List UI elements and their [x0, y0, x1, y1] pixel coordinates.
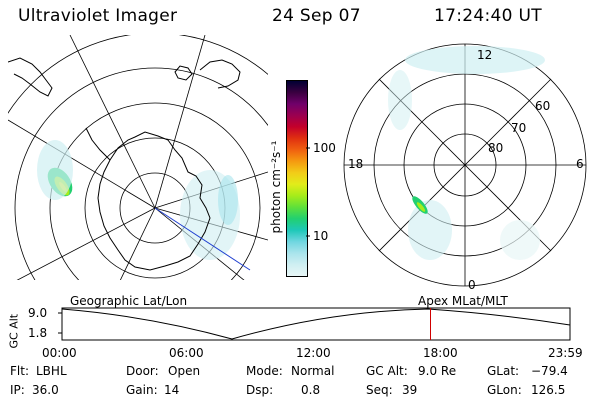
door-label: Door:: [126, 364, 159, 378]
altitude-ylabel: GC Alt: [7, 313, 21, 349]
ip-label: IP:: [10, 383, 25, 397]
xtick-0000: 00:00: [42, 346, 77, 360]
colorbar-tick-10: 10: [313, 229, 329, 243]
altitude-curve: [61, 308, 571, 340]
gain-label: Gain:: [126, 383, 158, 397]
instrument-title: Ultraviolet Imager: [18, 6, 178, 26]
mlat-label-60: 60: [535, 99, 551, 113]
glat-value: −79.4: [531, 364, 568, 378]
xtick-1200: 12:00: [296, 346, 331, 360]
mlt-label-0: 0: [468, 278, 476, 292]
date-label: 24 Sep 07: [272, 6, 361, 26]
colorbar-tick-100: 100: [313, 141, 336, 155]
glat-label: GLat:: [487, 364, 520, 378]
door-value: Open: [168, 364, 201, 378]
mode-label: Mode:: [246, 364, 283, 378]
xtick-1800: 18:00: [423, 346, 458, 360]
flt-value: LBHL: [36, 364, 67, 378]
dsp-label: Dsp:: [246, 383, 274, 397]
dsp-value: 0.8: [301, 383, 321, 397]
ip-value: 36.0: [32, 383, 59, 397]
gcalt-value: 9.0 Re: [418, 364, 457, 378]
mlt-label-12: 12: [477, 48, 493, 62]
mlt-label-18: 18: [348, 157, 364, 171]
mlt-label-6: 6: [576, 157, 584, 171]
glon-value: 126.5: [531, 383, 566, 397]
gain-value: 14: [164, 383, 180, 397]
geo-aurora: [37, 140, 240, 260]
apex-aurora: [388, 46, 545, 260]
mode-value: Normal: [291, 364, 335, 378]
gcalt-label: GC Alt:: [366, 364, 408, 378]
xtick-0600: 06:00: [169, 346, 204, 360]
altitude-ytick-1-8: 1.8: [28, 326, 48, 340]
xtick-2359: 23:59: [548, 346, 583, 360]
seq-value: 39: [402, 383, 418, 397]
glon-label: GLon:: [487, 383, 522, 397]
altitude-ytick-9: 9.0: [28, 306, 48, 320]
colorbar: [286, 80, 308, 277]
geographic-map-label: Geographic Lat/Lon: [70, 294, 188, 308]
mlat-label-70: 70: [511, 121, 527, 135]
flt-label: Flt:: [10, 364, 29, 378]
mlat-label-80: 80: [488, 141, 504, 155]
seq-label: Seq:: [366, 383, 393, 397]
apex-map-label: Apex MLat/MLT: [418, 294, 508, 308]
time-label: 17:24:40 UT: [434, 6, 542, 26]
